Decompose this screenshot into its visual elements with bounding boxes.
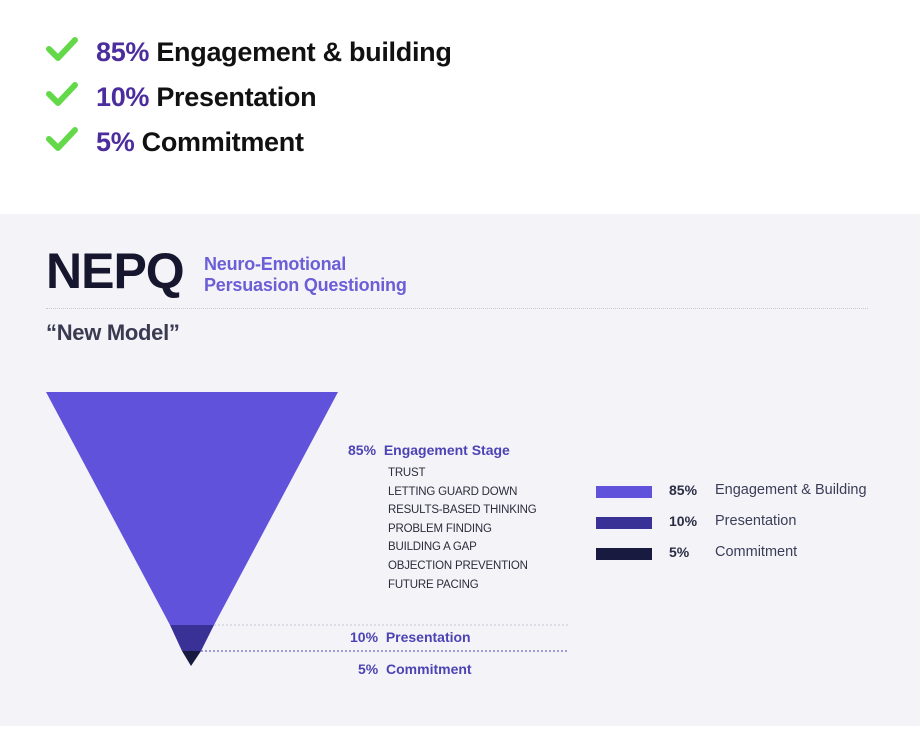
commitment-stage-name: Commitment: [386, 661, 472, 677]
brand-subtitle-line1: Neuro-Emotional: [204, 254, 347, 274]
list-item: OBJECTION PREVENTION: [388, 559, 528, 572]
divider: [46, 308, 868, 309]
presentation-stage-name: Presentation: [385, 629, 471, 645]
presentation-stage-label: 10% Presentation: [350, 629, 471, 645]
legend-percent: 5%: [669, 544, 690, 560]
funnel-presentation-segment: [170, 625, 214, 651]
check-icon: [46, 37, 78, 61]
check-icon: [46, 127, 78, 151]
brand-title: NEPQ: [46, 243, 185, 299]
legend-label: Presentation: [715, 513, 797, 529]
list-item: FUTURE PACING: [388, 578, 479, 591]
checklist-item-label: Commitment: [141, 127, 304, 157]
legend-percent: 85%: [669, 482, 698, 498]
legend-swatch-presentation: [596, 517, 652, 529]
list-item: BUILDING A GAP: [388, 541, 477, 554]
engagement-stage-percent: 85%: [348, 442, 377, 458]
commitment-stage-percent: 5%: [358, 661, 379, 677]
legend-item: 85% Engagement & Building: [596, 480, 886, 511]
legend-item: 5% Commitment: [596, 542, 886, 573]
check-icon: [46, 82, 78, 106]
brand-subtitle-line2: Persuasion Questioning: [204, 275, 407, 295]
checklist-item-label: Engagement & building: [156, 37, 452, 67]
model-label: “New Model”: [46, 320, 180, 345]
engagement-stage-heading: 85% Engagement Stage: [348, 442, 510, 458]
legend-swatch-engagement: [596, 486, 652, 498]
checklist-item-label: Presentation: [156, 82, 317, 112]
funnel-commitment-segment: [182, 651, 201, 666]
legend-label: Commitment: [715, 544, 798, 560]
engagement-stage-name: Engagement Stage: [383, 442, 510, 458]
legend-swatch-commitment: [596, 548, 652, 560]
legend: 85% Engagement & Building 10% Presentati…: [596, 480, 886, 573]
list-item: LETTING GUARD DOWN: [388, 485, 518, 498]
funnel-engagement-segment: [46, 392, 338, 625]
legend-label: Engagement & Building: [715, 482, 867, 498]
legend-percent: 10%: [669, 513, 698, 529]
brand-subtitle: Neuro-Emotional Persuasion Questioning: [204, 254, 407, 296]
nepq-panel: NEPQ Neuro-Emotional Persuasion Question…: [0, 214, 920, 726]
checklist-item-percent: 10%: [96, 82, 150, 112]
commitment-stage-label: 5% Commitment: [358, 661, 472, 677]
legend-item: 10% Presentation: [596, 511, 886, 542]
checklist-item-percent: 5%: [96, 127, 135, 157]
list-item: RESULTS-BASED THINKING: [388, 504, 537, 517]
engagement-items: TRUST LETTING GUARD DOWN RESULTS-BASED T…: [388, 464, 537, 594]
presentation-stage-percent: 10%: [350, 629, 379, 645]
list-item: TRUST: [388, 467, 426, 479]
list-item: PROBLEM FINDING: [388, 522, 492, 535]
funnel-diagram: [46, 392, 568, 666]
checklist-item-percent: 85%: [96, 37, 150, 67]
